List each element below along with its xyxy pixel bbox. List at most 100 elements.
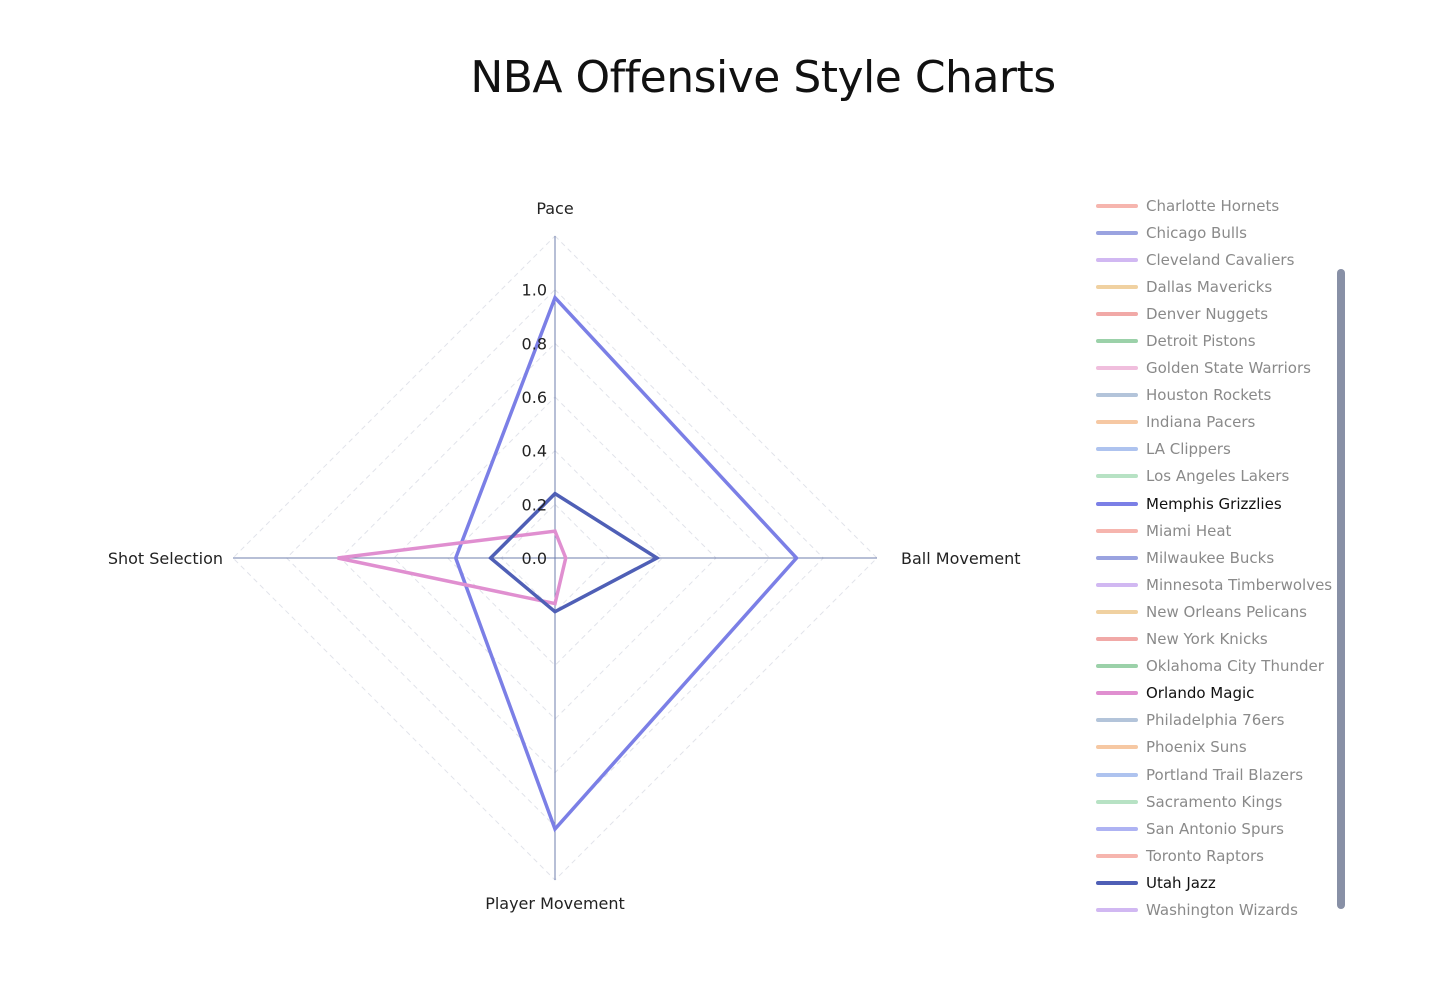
legend-swatch <box>1096 528 1138 533</box>
axis-label-shot-selection: Shot Selection <box>108 549 223 568</box>
legend: Charlotte Hornets Chicago Bulls Cleveland … <box>1096 192 1336 924</box>
legend-item-houston-rockets[interactable]: Houston Rockets <box>1096 382 1336 409</box>
legend-swatch <box>1096 311 1138 316</box>
legend-item-phoenix-suns[interactable]: Phoenix Suns <box>1096 734 1336 761</box>
legend-label: Los Angeles Lakers <box>1146 467 1290 486</box>
legend-label: Utah Jazz <box>1146 873 1216 892</box>
legend-item-charlotte-hornets[interactable]: Charlotte Hornets <box>1096 192 1336 219</box>
legend-label: Golden State Warriors <box>1146 359 1311 378</box>
legend-item-dallas-mavericks[interactable]: Dallas Mavericks <box>1096 273 1336 300</box>
legend-item-cleveland-cavaliers[interactable]: Cleveland Cavaliers <box>1096 246 1336 273</box>
legend-item-san-antonio-spurs[interactable]: San Antonio Spurs <box>1096 815 1336 842</box>
legend-item-toronto-raptors[interactable]: Toronto Raptors <box>1096 842 1336 869</box>
series-utah-jazz[interactable] <box>488 491 661 614</box>
legend-swatch <box>1096 393 1138 398</box>
legend-swatch <box>1096 420 1138 425</box>
legend-item-los-angeles-lakers[interactable]: Los Angeles Lakers <box>1096 463 1336 490</box>
radial-tick-label: 0.6 <box>522 388 547 407</box>
legend-item-detroit-pistons[interactable]: Detroit Pistons <box>1096 327 1336 354</box>
legend-swatch <box>1096 691 1138 696</box>
radial-tick-label: 0.2 <box>522 495 547 514</box>
axis-label-pace: Pace <box>536 199 573 218</box>
radar-series <box>337 294 799 833</box>
grid-ring <box>500 503 610 613</box>
legend-item-washington-wizards[interactable]: Washington Wizards <box>1096 896 1336 923</box>
legend-label: LA Clippers <box>1146 440 1231 459</box>
legend-label: San Antonio Spurs <box>1146 819 1284 838</box>
legend-swatch <box>1096 637 1138 642</box>
radar-axes <box>233 236 877 880</box>
legend-swatch <box>1096 447 1138 452</box>
radial-tick-label: 0.0 <box>522 549 547 568</box>
legend-swatch <box>1096 880 1138 885</box>
legend-label: Oklahoma City Thunder <box>1146 657 1324 676</box>
radial-tick-labels: 0.0 0.2 0.4 0.6 0.8 1.0 <box>522 281 547 568</box>
legend-swatch <box>1096 257 1138 262</box>
legend-label: Toronto Raptors <box>1146 846 1264 865</box>
legend-label: Phoenix Suns <box>1146 738 1247 757</box>
legend-swatch <box>1096 907 1138 912</box>
legend-item-chicago-bulls[interactable]: Chicago Bulls <box>1096 219 1336 246</box>
legend-label: Minnesota Timberwolves <box>1146 575 1333 594</box>
legend-item-golden-state-warriors[interactable]: Golden State Warriors <box>1096 355 1336 382</box>
legend-item-new-york-knicks[interactable]: New York Knicks <box>1096 626 1336 653</box>
legend-swatch <box>1096 745 1138 750</box>
legend-item-philadelphia-76ers[interactable]: Philadelphia 76ers <box>1096 707 1336 734</box>
legend-label: Indiana Pacers <box>1146 413 1256 432</box>
legend-swatch <box>1096 474 1138 479</box>
legend-item-indiana-pacers[interactable]: Indiana Pacers <box>1096 409 1336 436</box>
legend-label: New York Knicks <box>1146 630 1268 649</box>
legend-item-sacramento-kings[interactable]: Sacramento Kings <box>1096 788 1336 815</box>
radial-tick-label: 1.0 <box>522 281 547 300</box>
legend-item-la-clippers[interactable]: LA Clippers <box>1096 436 1336 463</box>
legend-label: Miami Heat <box>1146 521 1232 540</box>
legend-label: Milwaukee Bucks <box>1146 548 1275 567</box>
legend-swatch <box>1096 718 1138 723</box>
legend-swatch <box>1096 366 1138 371</box>
legend-swatch <box>1096 664 1138 669</box>
legend-swatch <box>1096 826 1138 831</box>
legend-swatch <box>1096 582 1138 587</box>
grid-ring <box>446 449 664 667</box>
legend-label: Houston Rockets <box>1146 386 1272 405</box>
legend-item-miami-heat[interactable]: Miami Heat <box>1096 517 1336 544</box>
legend-swatch <box>1096 853 1138 858</box>
legend-item-milwaukee-bucks[interactable]: Milwaukee Bucks <box>1096 544 1336 571</box>
legend-item-memphis-grizzlies[interactable]: Memphis Grizzlies <box>1096 490 1336 517</box>
legend-swatch <box>1096 501 1138 506</box>
axis-label-ball-movement: Ball Movement <box>901 549 1021 568</box>
grid-ring <box>393 396 717 720</box>
radar-axis-labels: Pace Ball Movement Player Movement Shot Sel… <box>108 199 1021 913</box>
legend-label: Memphis Grizzlies <box>1146 494 1282 513</box>
legend-item-portland-trail-blazers[interactable]: Portland Trail Blazers <box>1096 761 1336 788</box>
legend-label: Chicago Bulls <box>1146 223 1248 242</box>
legend-label: Sacramento Kings <box>1146 792 1283 811</box>
radar-chart: 0.0 0.2 0.4 0.6 0.8 1.0 Pace Ball Movement Play… <box>108 199 1021 913</box>
chart-title: NBA Offensive Style Charts <box>470 52 1056 103</box>
legend-swatch <box>1096 284 1138 289</box>
legend-item-utah-jazz[interactable]: Utah Jazz <box>1096 869 1336 896</box>
legend-label: New Orleans Pelicans <box>1146 602 1307 621</box>
legend-label: Washington Wizards <box>1146 900 1298 919</box>
legend-item-denver-nuggets[interactable]: Denver Nuggets <box>1096 300 1336 327</box>
legend-label: Charlotte Hornets <box>1146 196 1280 215</box>
radial-tick-label: 0.4 <box>522 442 547 461</box>
series-orlando-magic[interactable] <box>337 529 568 606</box>
legend-swatch <box>1096 339 1138 344</box>
legend-scrollbar[interactable] <box>1337 269 1345 909</box>
legend-item-minnesota-timberwolves[interactable]: Minnesota Timberwolves <box>1096 571 1336 598</box>
legend-swatch <box>1096 609 1138 614</box>
legend-swatch <box>1096 772 1138 777</box>
legend-swatch <box>1096 555 1138 560</box>
legend-label: Cleveland Cavaliers <box>1146 250 1295 269</box>
legend-item-new-orleans-pelicans[interactable]: New Orleans Pelicans <box>1096 598 1336 625</box>
legend-label: Orlando Magic <box>1146 684 1255 703</box>
legend-swatch <box>1096 230 1138 235</box>
legend-item-orlando-magic[interactable]: Orlando Magic <box>1096 680 1336 707</box>
legend-swatch <box>1096 203 1138 208</box>
legend-label: Portland Trail Blazers <box>1146 765 1304 784</box>
legend-item-oklahoma-city-thunder[interactable]: Oklahoma City Thunder <box>1096 653 1336 680</box>
legend-label: Philadelphia 76ers <box>1146 711 1285 730</box>
legend-label: Detroit Pistons <box>1146 332 1256 351</box>
series-memphis-grizzlies[interactable] <box>453 294 799 833</box>
